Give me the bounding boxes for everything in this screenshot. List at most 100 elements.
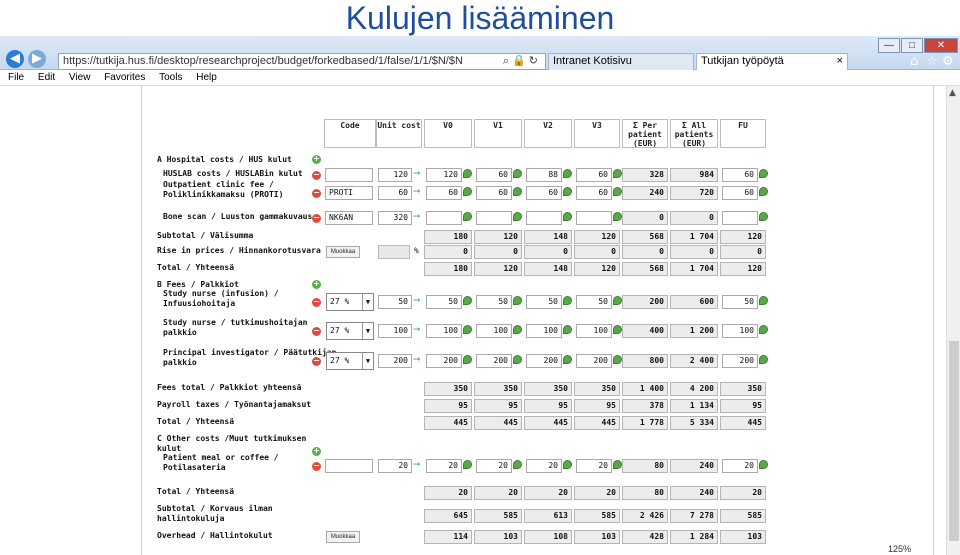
remove-row-icon[interactable]: − bbox=[312, 188, 321, 198]
remove-row-icon[interactable]: − bbox=[312, 170, 321, 180]
menu-tools[interactable]: Tools bbox=[159, 72, 183, 83]
fill-icon[interactable] bbox=[463, 460, 472, 469]
remove-row-icon[interactable]: − bbox=[312, 213, 321, 223]
unit-cost-input[interactable]: 50 bbox=[378, 295, 412, 309]
maximize-button[interactable]: □ bbox=[901, 38, 923, 53]
add-row-icon[interactable]: + bbox=[312, 154, 321, 164]
edit-button[interactable]: Muokkaa bbox=[326, 246, 360, 258]
code-input[interactable] bbox=[325, 459, 373, 473]
visit-cost-input[interactable] bbox=[526, 211, 562, 225]
fill-icon[interactable] bbox=[463, 355, 472, 364]
fill-icon[interactable] bbox=[759, 212, 768, 221]
visit-cost-input[interactable]: 100 bbox=[576, 324, 612, 338]
unit-cost-input[interactable]: 100 bbox=[378, 324, 412, 338]
fill-icon[interactable] bbox=[759, 296, 768, 305]
menu-file[interactable]: File bbox=[8, 72, 25, 83]
visit-cost-input[interactable]: 50 bbox=[476, 295, 512, 309]
fill-icon[interactable] bbox=[463, 296, 472, 305]
fill-icon[interactable] bbox=[613, 325, 622, 334]
copy-arrow-icon[interactable]: ➞ bbox=[413, 187, 421, 197]
visit-cost-input[interactable]: 200 bbox=[526, 354, 562, 368]
fill-icon[interactable] bbox=[563, 325, 572, 334]
code-input[interactable]: NK6AN bbox=[325, 211, 373, 225]
copy-arrow-icon[interactable]: ➞ bbox=[413, 460, 421, 470]
tools-gear-icon[interactable]: ⚙ bbox=[942, 54, 954, 69]
fill-icon[interactable] bbox=[759, 325, 768, 334]
chevron-down-icon[interactable]: ▼ bbox=[362, 353, 373, 369]
visit-cost-input[interactable]: 20 bbox=[476, 459, 512, 473]
visit-cost-input[interactable]: 50 bbox=[426, 295, 462, 309]
scroll-thumb[interactable] bbox=[949, 341, 959, 541]
visit-cost-input[interactable]: 100 bbox=[476, 324, 512, 338]
unit-cost-input[interactable]: 20 bbox=[378, 459, 412, 473]
visit-cost-input[interactable]: 20 bbox=[426, 459, 462, 473]
forward-icon[interactable]: ▶ bbox=[28, 50, 46, 68]
fill-icon[interactable] bbox=[563, 212, 572, 221]
remove-row-icon[interactable]: − bbox=[312, 297, 321, 307]
fu-cost-input[interactable]: 100 bbox=[722, 324, 758, 338]
unit-cost-input[interactable]: 120 bbox=[378, 168, 412, 182]
fill-icon[interactable] bbox=[513, 460, 522, 469]
tab-intranet[interactable]: Intranet Kotisivu bbox=[548, 53, 694, 70]
copy-arrow-icon[interactable]: ➞ bbox=[413, 169, 421, 179]
scrollbar[interactable]: ▲ bbox=[946, 86, 960, 555]
remove-row-icon[interactable]: − bbox=[312, 461, 321, 471]
percentage-select[interactable]: 27 % ▼ bbox=[326, 322, 374, 340]
fill-icon[interactable] bbox=[759, 169, 768, 178]
fill-icon[interactable] bbox=[513, 355, 522, 364]
fu-cost-input[interactable]: 60 bbox=[722, 186, 758, 200]
rise-percentage-input[interactable] bbox=[378, 245, 410, 259]
remove-row-icon[interactable]: − bbox=[312, 356, 321, 366]
scroll-up-icon[interactable]: ▲ bbox=[949, 88, 956, 98]
fill-icon[interactable] bbox=[513, 212, 522, 221]
fill-icon[interactable] bbox=[513, 169, 522, 178]
fill-icon[interactable] bbox=[463, 212, 472, 221]
visit-cost-input[interactable]: 50 bbox=[576, 295, 612, 309]
fill-icon[interactable] bbox=[613, 187, 622, 196]
copy-arrow-icon[interactable]: ➞ bbox=[413, 296, 421, 306]
add-row-icon[interactable]: + bbox=[312, 279, 321, 289]
fill-icon[interactable] bbox=[759, 460, 768, 469]
visit-cost-input[interactable] bbox=[426, 211, 462, 225]
fill-icon[interactable] bbox=[563, 187, 572, 196]
visit-cost-input[interactable]: 100 bbox=[526, 324, 562, 338]
menu-view[interactable]: View bbox=[68, 72, 91, 83]
fill-icon[interactable] bbox=[513, 296, 522, 305]
visit-cost-input[interactable]: 60 bbox=[476, 168, 512, 182]
percentage-select[interactable]: 27 % ▼ bbox=[326, 293, 374, 311]
visit-cost-input[interactable] bbox=[576, 211, 612, 225]
percentage-select[interactable]: 27 % ▼ bbox=[326, 352, 374, 370]
close-tab-icon[interactable]: × bbox=[836, 55, 843, 67]
favorites-icon[interactable]: ☆ bbox=[926, 54, 938, 69]
fill-icon[interactable] bbox=[613, 460, 622, 469]
fill-icon[interactable] bbox=[613, 169, 622, 178]
fu-cost-input[interactable] bbox=[722, 211, 758, 225]
address-bar[interactable]: https://tutkija.hus.fi/desktop/researchp… bbox=[58, 53, 546, 70]
fill-icon[interactable] bbox=[613, 296, 622, 305]
fill-icon[interactable] bbox=[563, 460, 572, 469]
add-row-icon[interactable]: + bbox=[312, 446, 321, 456]
visit-cost-input[interactable]: 60 bbox=[576, 168, 612, 182]
edit-button[interactable]: Muokkaa bbox=[326, 531, 360, 543]
visit-cost-input[interactable] bbox=[476, 211, 512, 225]
minimize-button[interactable]: — bbox=[878, 38, 900, 53]
fill-icon[interactable] bbox=[463, 187, 472, 196]
visit-cost-input[interactable]: 200 bbox=[476, 354, 512, 368]
fu-cost-input[interactable]: 20 bbox=[722, 459, 758, 473]
zoom-level[interactable]: 125% bbox=[888, 544, 912, 554]
fill-icon[interactable] bbox=[463, 325, 472, 334]
visit-cost-input[interactable]: 200 bbox=[426, 354, 462, 368]
visit-cost-input[interactable]: 60 bbox=[526, 186, 562, 200]
chevron-down-icon[interactable]: ▼ bbox=[362, 323, 373, 339]
visit-cost-input[interactable]: 20 bbox=[576, 459, 612, 473]
menu-help[interactable]: Help bbox=[196, 72, 217, 83]
visit-cost-input[interactable]: 60 bbox=[426, 186, 462, 200]
visit-cost-input[interactable]: 100 bbox=[426, 324, 462, 338]
visit-cost-input[interactable]: 120 bbox=[426, 168, 462, 182]
fill-icon[interactable] bbox=[513, 187, 522, 196]
fill-icon[interactable] bbox=[463, 169, 472, 178]
fill-icon[interactable] bbox=[759, 355, 768, 364]
code-input[interactable]: PROTI bbox=[325, 186, 373, 200]
fu-cost-input[interactable]: 60 bbox=[722, 168, 758, 182]
fu-cost-input[interactable]: 50 bbox=[722, 295, 758, 309]
